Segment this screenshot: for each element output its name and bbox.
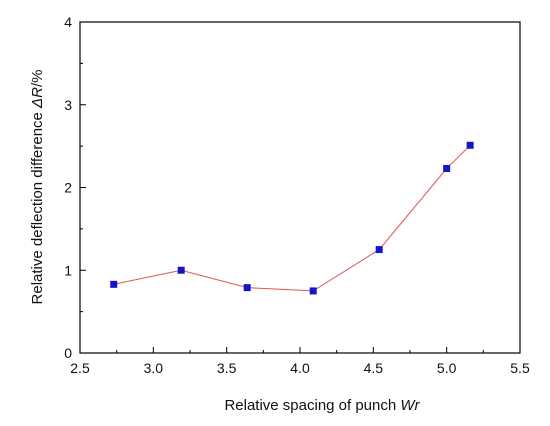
y-tick-label: 3 (64, 97, 72, 113)
series-line (113, 144, 471, 292)
y-tick-label: 0 (64, 345, 72, 361)
x-tick-label: 4.0 (290, 360, 310, 376)
x-tick-label: 3.5 (217, 360, 237, 376)
data-point (309, 287, 317, 295)
data-point (443, 164, 451, 172)
y-axis-title: Relative deflection difference ΔR/% (29, 70, 46, 305)
axis-ticks: 2.5 3.0 3.5 4.0 4.5 5.0 5.5 0 1 2 3 4 (64, 14, 530, 376)
plot-frame (79, 21, 521, 354)
y-tick-label: 1 (64, 262, 72, 278)
x-tick-label: 5.0 (437, 360, 457, 376)
x-tick-label: 3.0 (144, 360, 164, 376)
x-tick-label: 5.5 (510, 360, 530, 376)
data-point (177, 266, 185, 274)
data-point (243, 284, 251, 292)
plot-axes (79, 21, 521, 354)
data-point (466, 141, 474, 149)
x-axis-title: Relative spacing of punch Wr (224, 397, 420, 414)
data-point (110, 280, 118, 288)
data-point (375, 246, 383, 254)
x-tick-label: 2.5 (70, 360, 90, 376)
y-tick-label: 2 (64, 180, 72, 196)
data-series (110, 141, 474, 295)
y-tick-label: 4 (64, 14, 72, 30)
x-tick-label: 4.5 (364, 360, 384, 376)
